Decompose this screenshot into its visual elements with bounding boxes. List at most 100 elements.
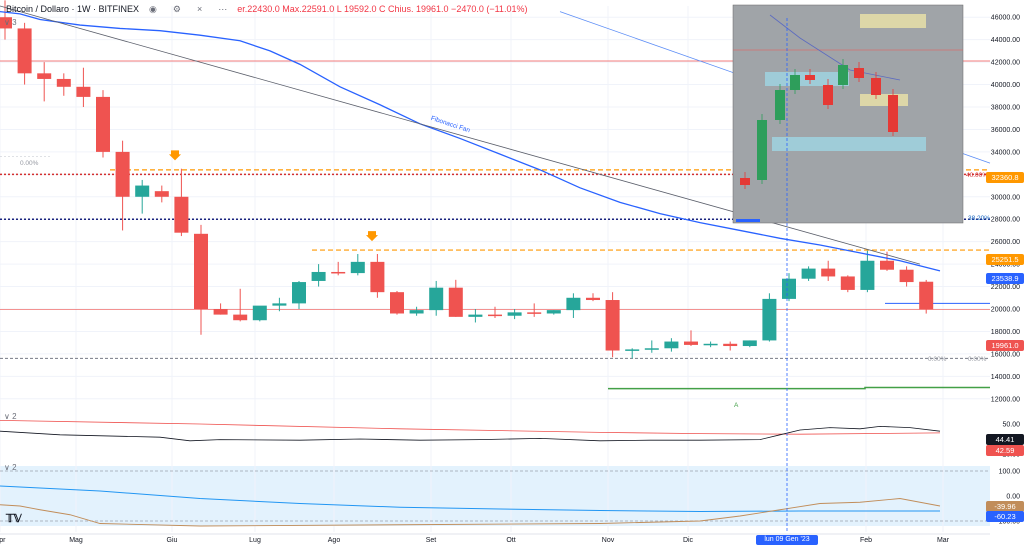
more-icon[interactable]: ⋯ — [218, 3, 228, 14]
inset-ma — [769, 14, 901, 81]
candle-body — [194, 233, 208, 309]
candle-body — [17, 28, 32, 74]
down-arrow-icon — [366, 231, 378, 242]
fib-0-left: 0.00% — [20, 160, 39, 167]
candle-body — [488, 314, 502, 317]
inset-chart — [732, 4, 964, 224]
y-tick-label: 24000.00 — [991, 262, 1020, 269]
symbol-title[interactable]: Bitcoin / Dollaro · 1W · BITFINEX — [6, 4, 140, 14]
candle-body — [76, 86, 91, 97]
candle-body — [331, 271, 346, 274]
inset-candle — [790, 75, 800, 90]
candle-body — [272, 303, 287, 306]
inset-background — [732, 4, 964, 224]
y-tick-label: 38000.00 — [991, 105, 1020, 112]
candle-body — [448, 287, 463, 317]
candle-body — [0, 17, 12, 29]
inset-candle — [838, 65, 848, 85]
candle-body — [821, 268, 836, 277]
fib-0-right-a: 0.00% — [928, 356, 947, 363]
x-tick-label: Mag — [69, 537, 83, 544]
price-label-2: 25251.5 — [986, 254, 1024, 265]
osc2-tick: 100.00 — [999, 469, 1021, 476]
candle-body — [742, 340, 757, 347]
candle-body — [586, 297, 600, 301]
inset-zone-yellow-2 — [860, 94, 908, 106]
y-tick-label: 36000.00 — [991, 127, 1020, 134]
candle-body — [468, 314, 483, 317]
price-label-4: 19961.0 — [986, 340, 1024, 351]
tradingview-logo-icon: 𝕋𝕍 — [6, 513, 22, 525]
candle-body — [899, 269, 914, 283]
x-tick-label: Dic — [683, 537, 694, 544]
inset-candle — [805, 75, 815, 80]
x-tick-label: Giu — [167, 537, 178, 544]
candle-body — [390, 292, 404, 314]
candle-body — [429, 287, 444, 311]
fib-0-right-b: 0.00% — [968, 356, 987, 363]
inset-candle — [888, 95, 898, 132]
legend-toggle-3[interactable]: ∨ 2 — [4, 463, 17, 472]
candle-body — [507, 312, 522, 316]
x-tick-label: Lug — [249, 537, 261, 544]
candle-body — [154, 191, 169, 197]
candles — [0, 0, 934, 359]
osc1-tick: 50.00 — [1002, 422, 1020, 429]
y-tick-label: 34000.00 — [991, 149, 1020, 156]
legend-toggle-2[interactable]: ∨ 2 — [4, 412, 17, 421]
candle-body — [135, 185, 150, 197]
candle-body — [115, 151, 130, 197]
x-tick-label: Set — [426, 537, 437, 544]
osc-label-2: 42.59 — [986, 445, 1024, 456]
inset-zone-blue-2 — [772, 137, 926, 151]
legend-count-3: 2 — [12, 463, 17, 472]
osc-label-3: -39.96 — [986, 501, 1024, 512]
eye-icon[interactable]: ◉ — [149, 3, 157, 14]
x-axis: Apr Mag Giu Lug Ago Set Ott Nov Dic Feb Mar — [0, 537, 950, 544]
inset-candle — [775, 90, 785, 120]
candle-body — [625, 349, 640, 351]
fib-40: 40.00% — [966, 172, 989, 179]
y-tick-label: 44000.00 — [991, 37, 1020, 44]
osc-label-1: 44.41 — [986, 434, 1024, 445]
candle-body — [96, 96, 110, 152]
y-tick-label: 28000.00 — [991, 217, 1020, 224]
osc2-pane — [0, 466, 990, 526]
ma-line — [0, 10, 941, 272]
y-tick-label: 20000.00 — [991, 307, 1020, 314]
x-tick-label: Ago — [328, 537, 341, 544]
y-tick-label: 42000.00 — [991, 60, 1020, 67]
candle-body — [292, 282, 306, 304]
legend-toggle-1[interactable]: ∨ 3 — [4, 18, 17, 27]
close-icon[interactable]: × — [196, 4, 203, 14]
y-tick-label: 12000.00 — [991, 396, 1020, 403]
inset-candle — [871, 78, 881, 95]
x-tick-label: Ott — [506, 537, 515, 544]
inset-candle — [740, 178, 750, 185]
candle-body — [684, 341, 698, 345]
osc1-signal — [0, 420, 941, 435]
osc2-tick: -100.00 — [996, 519, 1020, 526]
chart-header: Bitcoin / Dollaro · 1W · BITFINEX ◉ ⚙ × … — [6, 0, 527, 18]
candle-body — [782, 278, 796, 299]
candle-body — [644, 348, 659, 350]
marker-a: A — [734, 402, 739, 409]
osc1-pane — [0, 410, 990, 460]
candle-body — [703, 343, 718, 346]
inset-candle — [854, 68, 864, 78]
ohlc-readout: er.22430.0 Max.22591.0 L 19592.0 C Chius… — [237, 4, 528, 14]
y-tick-label: 14000.00 — [991, 374, 1020, 381]
settings-icon[interactable]: ⚙ — [172, 3, 181, 14]
inset-zone-yellow — [860, 14, 926, 28]
inset-candle — [823, 85, 833, 105]
y-tick-label: 40000.00 — [991, 82, 1020, 89]
candle-body — [605, 300, 620, 351]
price-label-3: 23538.9 — [986, 273, 1024, 284]
candle-body — [37, 73, 52, 79]
candle-body — [233, 314, 248, 321]
candle-body — [880, 260, 894, 270]
moving-average — [0, 10, 941, 272]
